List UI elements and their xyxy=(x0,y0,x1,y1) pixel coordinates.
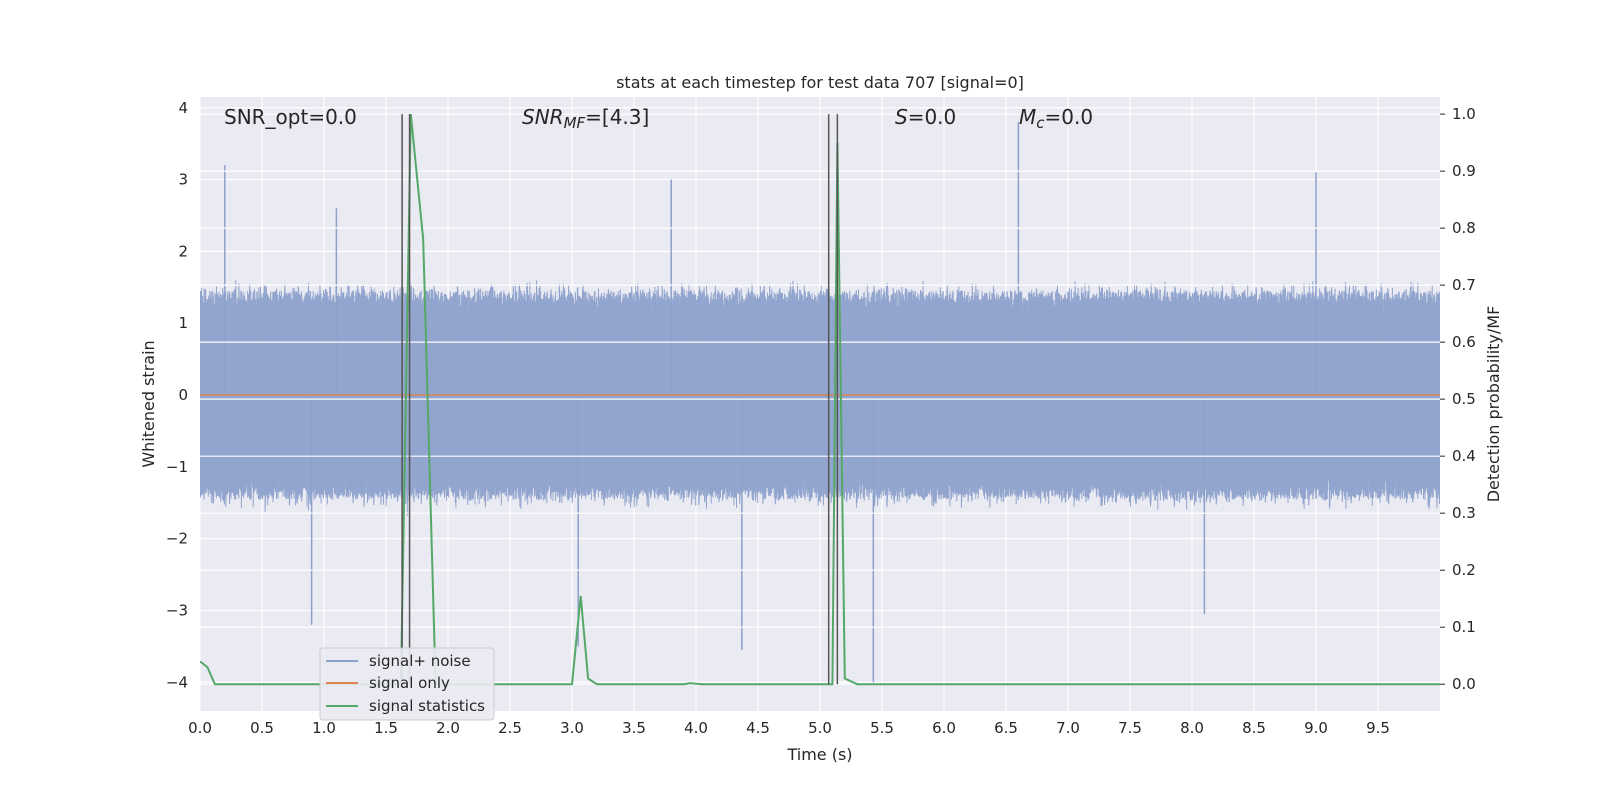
mc-sub: c xyxy=(1036,114,1045,132)
ticks: 0.0 0.5 1.0 1.5 2.0 2.5 3.0 3.5 4.0 4.5 5.0 5.5 6.0 6… xyxy=(166,99,1476,737)
mc-annotation: Mc=0.0 xyxy=(1019,105,1093,132)
legend-label-noise: signal+ noise xyxy=(369,652,471,670)
y-tick-label-left: 1 xyxy=(178,314,188,332)
legend: signal+ noise signal only signal statist… xyxy=(319,647,495,721)
snr-opt-annotation: SNR_opt=0.0 xyxy=(224,105,357,129)
y-tick-label-right: 0.5 xyxy=(1452,390,1476,408)
y-tick-label-left: −1 xyxy=(166,458,188,476)
y-tick-label-left: 3 xyxy=(178,171,188,189)
x-tick-label: 6.0 xyxy=(932,719,956,737)
x-tick-label: 7.5 xyxy=(1118,719,1142,737)
y-tick-label-right: 0.8 xyxy=(1452,219,1476,237)
x-tick-label: 7.0 xyxy=(1056,719,1080,737)
y-tick-label-right: 1.0 xyxy=(1452,105,1476,123)
y-tick-label-right: 0.9 xyxy=(1452,162,1476,180)
mc-value: =0.0 xyxy=(1045,105,1094,129)
x-tick-label: 6.5 xyxy=(994,719,1018,737)
s-label: S xyxy=(895,105,908,129)
y-axis-label-right: Detection probability/MF xyxy=(1484,306,1503,503)
y-tick-label-right: 0.6 xyxy=(1452,333,1476,351)
snr-mf-sub: MF xyxy=(564,114,586,132)
y-tick-label-left: −3 xyxy=(166,601,188,619)
legend-label-signal: signal only xyxy=(369,674,450,692)
x-tick-label: 9.5 xyxy=(1366,719,1390,737)
y-tick-label-left: 0 xyxy=(178,386,188,404)
snr-mf-base: SNR xyxy=(522,105,564,129)
y-tick-label-left: −4 xyxy=(166,673,188,691)
y-tick-label-left: 2 xyxy=(178,242,188,260)
y-tick-label-right: 0.7 xyxy=(1452,276,1476,294)
x-axis-label: Time (s) xyxy=(786,745,852,764)
y-tick-label-right: 0.2 xyxy=(1452,561,1476,579)
s-annotation: S=0.0 xyxy=(895,105,956,129)
chart-title: stats at each timestep for test data 707… xyxy=(616,73,1024,92)
y-tick-label-right: 0.3 xyxy=(1452,504,1476,522)
x-tick-label: 8.0 xyxy=(1180,719,1204,737)
x-tick-label: 1.0 xyxy=(312,719,336,737)
x-tick-label: 8.5 xyxy=(1242,719,1266,737)
snr-mf-value: =[4.3] xyxy=(585,105,649,129)
x-tick-label: 4.5 xyxy=(746,719,770,737)
y-axis-label-left: Whitened strain xyxy=(139,340,158,467)
snr-mf-annotation: SNRMF=[4.3] xyxy=(522,105,649,132)
right-axis-grid xyxy=(200,113,1440,685)
legend-label-stats: signal statistics xyxy=(369,697,485,715)
x-tick-label: 2.0 xyxy=(436,719,460,737)
x-tick-label: 5.0 xyxy=(808,719,832,737)
y-tick-label-right: 0.0 xyxy=(1452,675,1476,693)
x-tick-label: 0.0 xyxy=(188,719,212,737)
x-tick-label: 5.5 xyxy=(870,719,894,737)
x-tick-label: 0.5 xyxy=(250,719,274,737)
x-tick-label: 3.0 xyxy=(560,719,584,737)
x-tick-label: 2.5 xyxy=(498,719,522,737)
y-tick-label-left: 4 xyxy=(178,99,188,117)
marker-lines xyxy=(401,114,839,685)
s-value: =0.0 xyxy=(908,105,957,129)
x-tick-label: 3.5 xyxy=(622,719,646,737)
y-tick-label-right: 0.4 xyxy=(1452,447,1476,465)
x-tick-label: 9.0 xyxy=(1304,719,1328,737)
noise-trace xyxy=(200,280,1440,516)
x-tick-label: 4.0 xyxy=(684,719,708,737)
x-tick-label: 1.5 xyxy=(374,719,398,737)
mc-base: M xyxy=(1019,105,1036,129)
y-tick-label-left: −2 xyxy=(166,530,188,548)
legend-box xyxy=(319,647,495,721)
y-tick-label-right: 0.1 xyxy=(1452,618,1476,636)
